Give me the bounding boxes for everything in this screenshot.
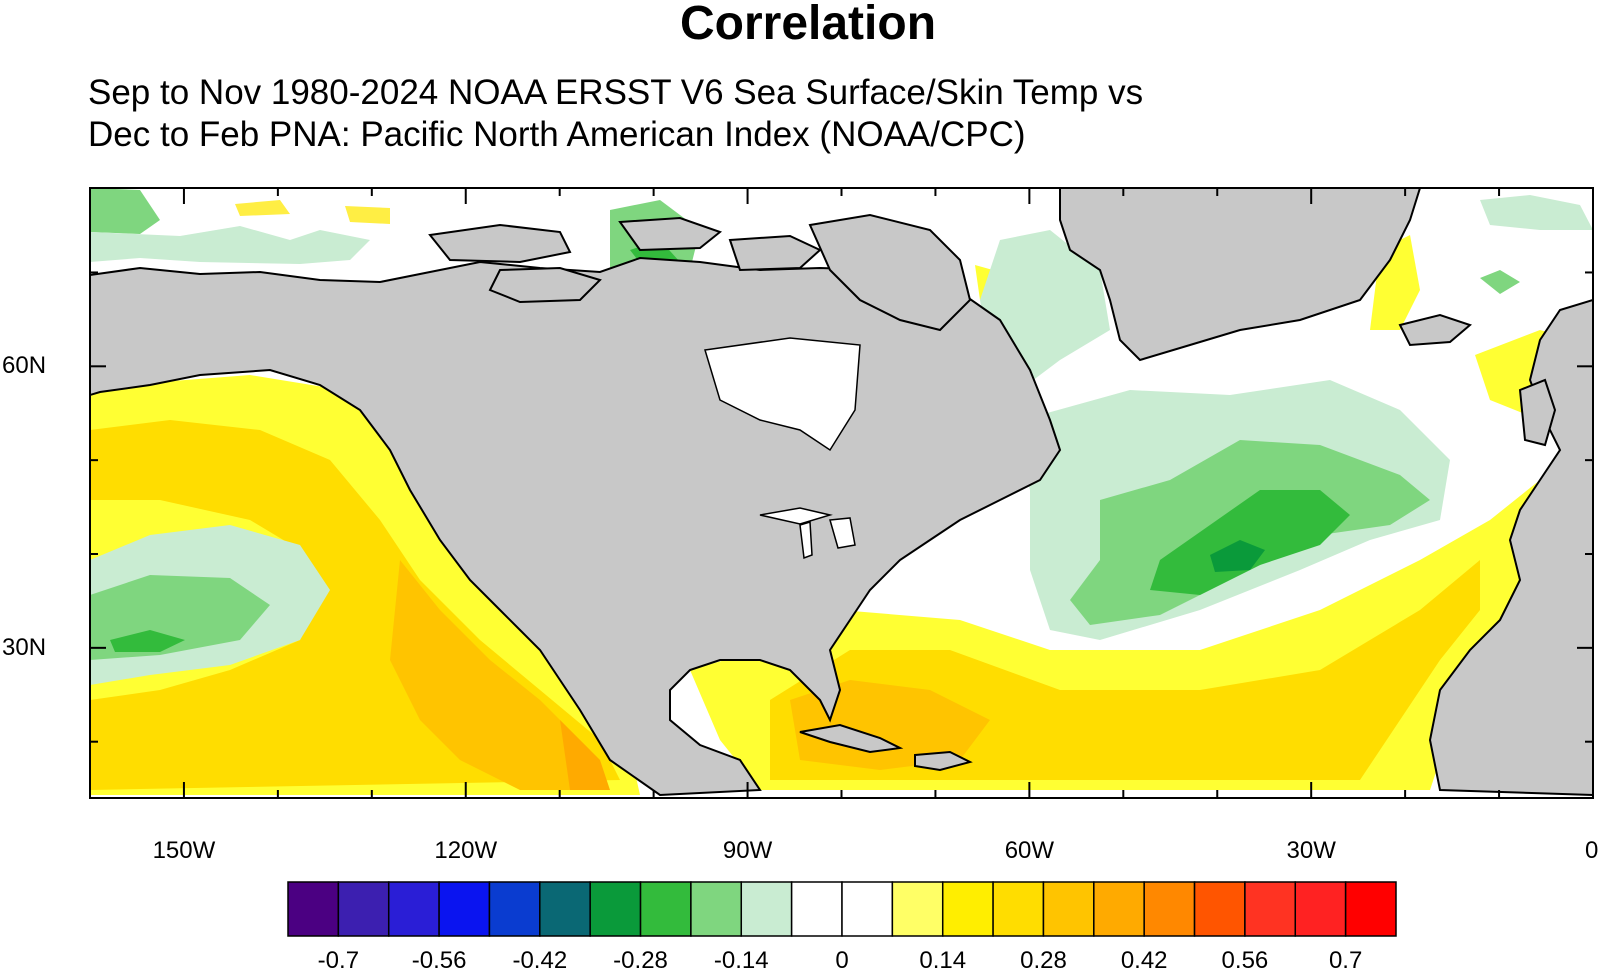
pacific-negative-core [110,630,185,652]
colorbar-swatch [740,881,793,937]
subtitle-line-1: Sep to Nov 1980-2024 NOAA ERSST V6 Sea S… [88,73,1144,112]
colorbar-label: 0.56 [1221,947,1269,974]
atlantic-negative-inner [1150,490,1350,595]
baffin-island-land [808,213,972,332]
caribbean-orange-core [790,680,990,770]
arctic-negative-west [90,188,160,234]
atlantic-negative-core [1210,540,1265,572]
pacific-coastal-orange [390,560,600,790]
colorbar-swatch [992,881,1045,937]
colorbar-swatch [1143,881,1196,937]
colorbar-swatch [539,881,591,937]
colorbar-swatch [287,881,340,937]
lon-tick-label: 30W [1286,837,1336,864]
iceland-land [1398,313,1472,347]
colorbar-label: 0.28 [1020,947,1067,974]
colorbar-swatch [1042,881,1095,937]
colorbar-swatch [1193,881,1246,937]
arctic-island-3 [618,216,723,252]
arctic-island-4 [728,234,822,272]
lake-michigan [799,521,813,560]
colorbar-label: -0.28 [613,947,668,974]
colorbar [287,881,1397,937]
colorbar-swatch [941,881,994,937]
pacific-coastal-dark-orange [560,720,610,790]
north-atlantic-negative-east [1480,195,1593,230]
colorbar-swatch [1294,881,1347,937]
arctic-island-1 [428,223,572,264]
lon-tick-label: 90W [722,837,773,864]
colorbar-swatch [1093,881,1145,937]
colorbar-swatch [841,881,894,937]
great-lakes [704,337,861,560]
colorbar-swatch [387,881,440,937]
arctic-island-2 [488,266,602,304]
colorbar-label: -0.56 [411,947,467,974]
greenland-land [1059,188,1422,362]
colorbar-swatch [488,881,541,937]
chart-title: Correlation [679,0,937,50]
arctic-yellow-2 [345,206,390,224]
hudson-bay-water [704,337,861,452]
axis-ticks [89,188,1594,798]
colorbar-label: -0.42 [512,947,568,974]
arctic-negative-light [90,226,370,264]
lon-tick-label: 120W [434,837,498,864]
colorbar-swatch [589,881,642,937]
colorbar-swatch [790,881,843,937]
colorbar-swatch [337,881,390,937]
colorbar-label: 0 [835,947,849,974]
british-isles-land [1518,378,1557,447]
colorbar-label: -0.14 [713,947,769,974]
lon-tick-label: 60W [1004,837,1055,864]
colorbar-swatch [690,881,743,937]
iceland-negative [1480,270,1520,294]
colorbar-swatch [438,881,491,937]
colorbar-swatch [1344,881,1397,937]
map-plot-area [90,188,1593,798]
colorbar-swatch [891,881,944,937]
cuba-land [799,723,904,754]
colorbar-label: 0.14 [919,947,967,974]
lon-tick-label: 150W [152,837,216,864]
colorbar-label: 0.7 [1328,947,1363,974]
subtitle-line-2: Dec to Feb PNA: Pacific North American I… [88,115,1026,154]
lake-superior [759,507,833,525]
colorbar-swatch [1244,881,1297,937]
lake-huron [829,517,856,549]
lat-tick-label: 60N [2,352,47,380]
colorbar-label: -0.7 [317,947,360,974]
hispaniola-land [914,750,973,772]
lat-tick-label: 30N [2,633,47,661]
europe-africa-land [1428,298,1593,797]
lon-tick-label: 0 [1585,837,1599,864]
colorbar-swatch [639,881,692,937]
colorbar-label: 0.42 [1120,947,1168,974]
arctic-yellow-1 [235,200,290,216]
